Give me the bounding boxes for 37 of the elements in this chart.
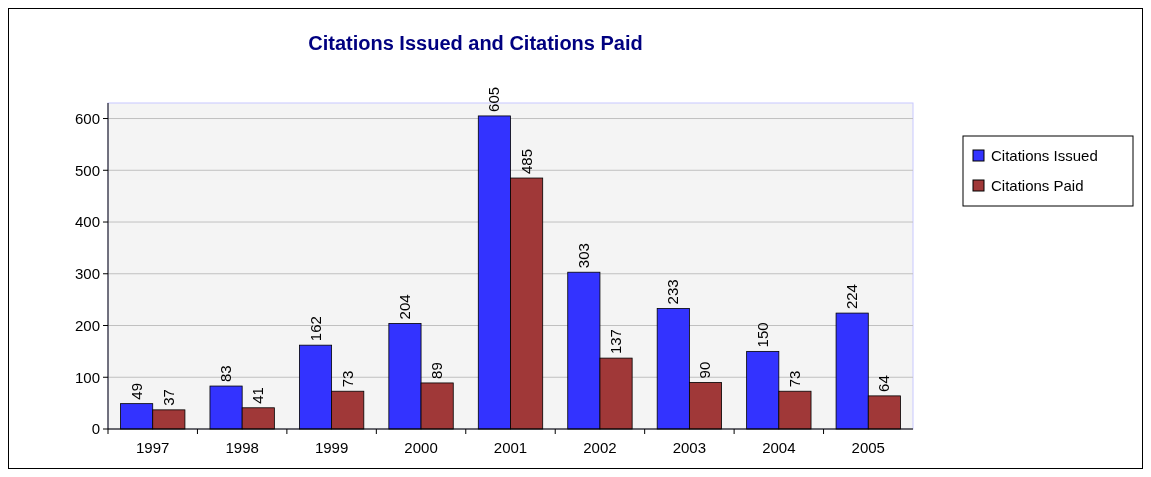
data-label: 233 [664,279,682,305]
data-label: 485 [517,149,535,175]
data-label: 73 [785,370,803,388]
data-label: 89 [428,362,446,379]
legend-label: Citations Paid [991,177,1084,195]
chart-title: Citations Issued and Citations Paid [308,32,643,54]
y-tick-label: 100 [74,368,100,386]
x-tick-label: 1997 [136,439,170,456]
data-label: 150 [753,322,771,348]
data-label: 64 [875,375,893,392]
x-tick-label: 2001 [493,439,528,456]
x-tick-label: 2003 [672,439,707,456]
legend-label: Citations Issued [991,147,1098,165]
data-label: 204 [395,294,413,320]
y-tick-label: 200 [74,316,100,334]
x-tick-label: 2000 [404,439,438,456]
data-label: 303 [574,243,592,269]
data-label: 83 [217,365,235,383]
data-label: 73 [338,370,356,388]
x-tick-label: 1999 [314,439,349,456]
data-label: 605 [485,86,503,112]
data-label: 41 [249,387,267,404]
data-label: 90 [696,361,714,379]
x-tick-label: 2002 [583,439,617,456]
data-label: 37 [159,389,177,406]
x-tick-label: 2004 [762,439,796,456]
x-tick-label: 1998 [225,439,259,456]
data-label: 162 [306,316,324,342]
data-label: 224 [843,284,861,310]
y-tick-label: 400 [74,213,100,231]
y-tick-label: 0 [91,420,100,438]
data-label: 137 [607,329,625,355]
x-tick-label: 2005 [851,439,885,456]
y-tick-label: 600 [74,109,100,127]
data-label: 49 [127,382,145,400]
y-tick-label: 300 [74,265,100,283]
y-tick-label: 500 [74,161,100,179]
